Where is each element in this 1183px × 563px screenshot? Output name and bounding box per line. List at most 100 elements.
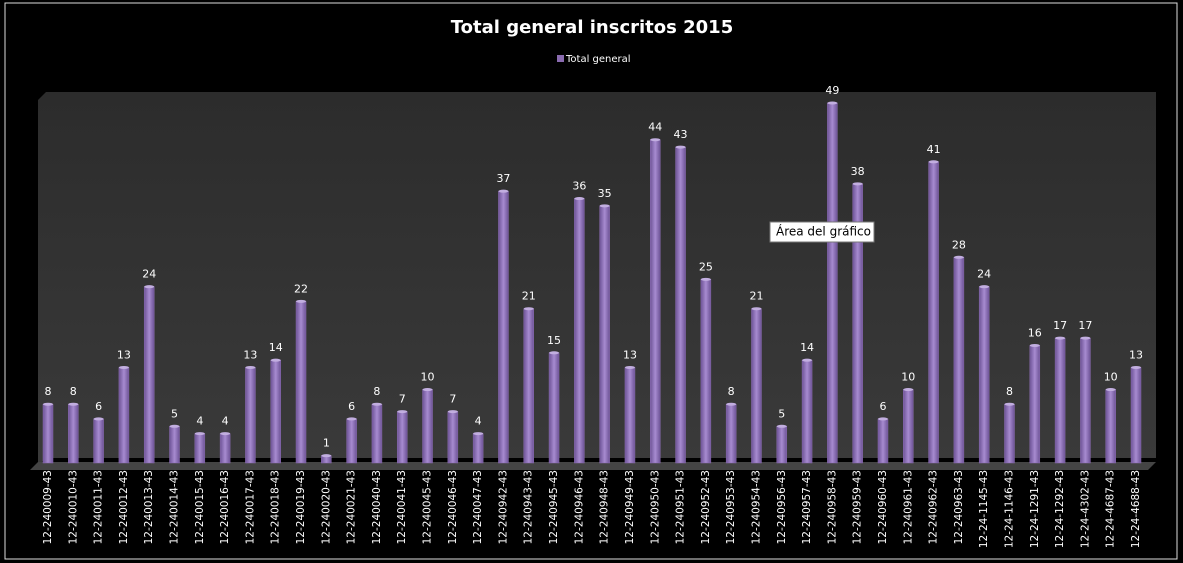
x-tick-label: 12-24-4687-43 xyxy=(1105,470,1117,548)
bar xyxy=(245,367,256,464)
data-label: 8 xyxy=(728,385,735,398)
bar-top xyxy=(1055,336,1066,340)
data-label: 10 xyxy=(901,371,915,384)
tooltip-box xyxy=(769,221,875,243)
bar-top xyxy=(68,402,79,406)
bar-top xyxy=(549,351,560,355)
x-tick-label: 12-240041-43 xyxy=(396,470,408,544)
bar-top xyxy=(245,365,256,369)
x-tick-label: 12-240018-43 xyxy=(270,470,282,544)
bar-top xyxy=(624,365,635,369)
data-label: 13 xyxy=(1129,348,1143,361)
data-label: 4 xyxy=(475,415,482,428)
x-tick-label: 12-240047-43 xyxy=(472,470,484,544)
data-label: 8 xyxy=(1006,385,1013,398)
bar xyxy=(751,308,762,464)
bar-top xyxy=(296,299,307,303)
bar-top xyxy=(877,417,888,421)
data-label: 6 xyxy=(348,400,355,413)
bar-top xyxy=(979,285,990,289)
x-tick-label: 12-24-1146-43 xyxy=(1003,470,1015,548)
tooltip: Área del gráfico xyxy=(769,221,875,243)
bar xyxy=(776,426,788,464)
data-label: 4 xyxy=(196,415,203,428)
bar-top xyxy=(118,365,129,369)
data-label: 13 xyxy=(243,348,257,361)
bar-top xyxy=(1105,388,1116,392)
x-tick-label: 12-240963-43 xyxy=(953,470,965,544)
data-label: 17 xyxy=(1053,319,1067,332)
bar xyxy=(194,433,206,464)
data-label: 13 xyxy=(117,348,131,361)
bar xyxy=(1004,403,1015,464)
bar xyxy=(1080,337,1091,464)
data-label: 17 xyxy=(1078,319,1092,332)
x-tick-label: 12-240958-43 xyxy=(826,470,838,544)
chart-border xyxy=(4,2,1178,560)
bar-top xyxy=(194,432,205,436)
x-tick-label: 12-240046-43 xyxy=(447,470,459,544)
data-label: 44 xyxy=(648,121,662,134)
x-tick-label: 12-240045-43 xyxy=(422,470,434,544)
bar xyxy=(903,389,914,464)
data-label: 25 xyxy=(699,260,713,273)
bar-top xyxy=(473,432,484,436)
bar xyxy=(396,411,408,464)
data-label: 1 xyxy=(323,437,330,450)
data-label: 13 xyxy=(623,348,637,361)
x-tick-label: 12-240950-43 xyxy=(649,470,661,544)
tooltip-text: Área del gráfico xyxy=(776,224,871,239)
bar-top xyxy=(928,160,939,164)
bar-top xyxy=(650,138,661,142)
bar xyxy=(219,433,231,464)
x-tick-label: 12-240943-43 xyxy=(523,470,535,544)
bar-top xyxy=(371,402,382,406)
x-tick-label: 12-240948-43 xyxy=(599,470,611,544)
bar xyxy=(1054,337,1066,464)
data-label: 6 xyxy=(95,400,102,413)
data-label: 5 xyxy=(778,407,785,420)
x-tick-label: 12-240015-43 xyxy=(194,470,206,544)
data-label: 35 xyxy=(598,187,612,200)
x-tick-label: 12-240014-43 xyxy=(169,470,181,544)
bar-top xyxy=(144,285,155,289)
bar xyxy=(599,205,610,464)
data-label: 16 xyxy=(1028,326,1042,339)
bar-top xyxy=(953,255,964,259)
bar-top xyxy=(802,358,813,362)
bar-top xyxy=(169,424,180,428)
x-tick-label: 12-240954-43 xyxy=(750,470,762,544)
bar xyxy=(346,418,357,464)
x-tick-label: 12-240956-43 xyxy=(776,470,788,544)
bar-top xyxy=(903,388,914,392)
bar xyxy=(472,433,484,464)
bar-top xyxy=(523,307,534,311)
data-label: 22 xyxy=(294,282,308,295)
bar xyxy=(447,411,459,464)
bar-top xyxy=(675,145,686,149)
data-label: 43 xyxy=(674,128,688,141)
bar xyxy=(143,286,155,464)
bar-top xyxy=(422,388,433,392)
x-tick-label: 12-240009-43 xyxy=(42,470,54,544)
bar xyxy=(675,146,686,464)
x-tick-label: 12-240012-43 xyxy=(118,470,130,544)
data-label: 36 xyxy=(572,180,586,193)
bar-top xyxy=(574,197,585,201)
data-label: 38 xyxy=(851,165,865,178)
bar xyxy=(953,257,965,464)
bar xyxy=(801,359,813,464)
bar-top xyxy=(43,402,53,406)
bar-top xyxy=(1080,336,1091,340)
bar xyxy=(1130,367,1142,464)
bar xyxy=(700,279,712,464)
data-label: 24 xyxy=(977,268,991,281)
data-label: 14 xyxy=(269,341,283,354)
bar xyxy=(574,198,585,464)
data-label: 24 xyxy=(142,268,156,281)
x-tick-label: 12-240959-43 xyxy=(852,470,864,544)
x-tick-label: 12-240945-43 xyxy=(548,470,560,544)
bar xyxy=(523,308,534,464)
legend-swatch xyxy=(557,55,564,62)
data-label: 5 xyxy=(171,407,178,420)
